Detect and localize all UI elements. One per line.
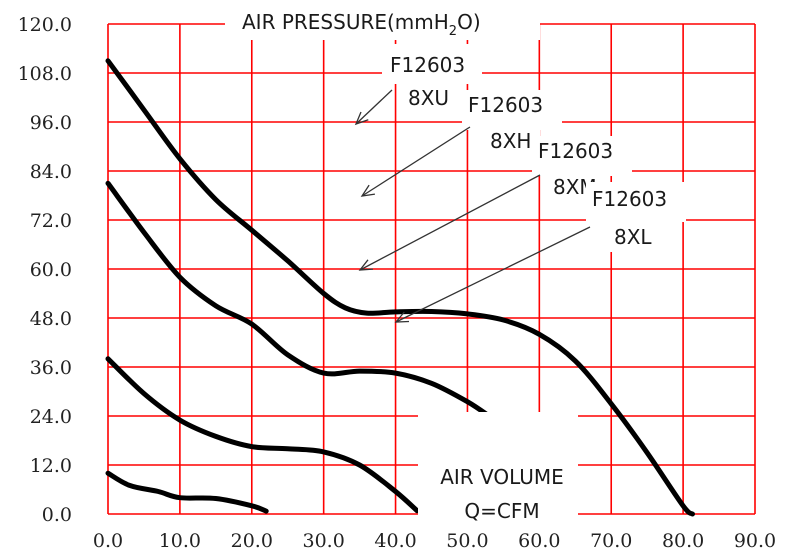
annotation-arrow-head — [358, 259, 374, 271]
annotation-background — [532, 136, 632, 176]
y-tick-label: 84.0 — [30, 161, 72, 183]
annotation-arrow-head — [354, 111, 369, 126]
x-tick-label: 50.0 — [446, 530, 488, 552]
chart-title-subscript: 2 — [449, 24, 457, 39]
annotation-series-2: F12603 8XH — [360, 90, 562, 197]
annotation-series-1: F12603 8XU — [354, 44, 482, 126]
x-axis-title-background — [418, 412, 578, 557]
y-tick-label: 120.0 — [18, 14, 72, 36]
chart-title-box: AIR PRESSURE(mmH2O) — [225, 2, 540, 40]
annotation-background — [586, 182, 686, 222]
x-tick-label: 30.0 — [303, 530, 345, 552]
chart-title-background — [225, 2, 540, 40]
y-tick-label: 12.0 — [30, 455, 72, 477]
x-tick-label: 70.0 — [590, 530, 632, 552]
annotation-arrow-line — [361, 126, 471, 197]
annotation-arrow-line — [355, 89, 393, 125]
annotation-arrow-line — [359, 174, 541, 271]
performance-curves — [105, 58, 695, 517]
curve-series-2 — [105, 180, 492, 419]
x-axis-title-box: AIR VOLUME Q=CFM — [418, 412, 578, 557]
tick-labels: 0.0 12.0 24.0 36.0 48.0 60.0 72.0 84.0 96.0 108.0… — [18, 14, 777, 552]
y-tick-label: 60.0 — [30, 259, 72, 281]
x-tick-label: 90.0 — [734, 530, 776, 552]
x-axis-title-line-1: AIR VOLUME — [440, 465, 564, 489]
annotation-background — [382, 44, 482, 84]
annotation-model-label: F12603 — [390, 53, 465, 77]
annotation-variant-label: 8XH — [490, 129, 531, 153]
curve-series-1 — [105, 58, 695, 517]
y-tick-label: 48.0 — [30, 308, 72, 330]
chart-title-tail: O) — [457, 10, 481, 34]
y-tick-label: 96.0 — [30, 112, 72, 134]
annotation-background — [402, 83, 458, 113]
y-tick-label: 108.0 — [18, 63, 72, 85]
chart-title: AIR PRESSURE(mmH2O) — [242, 10, 481, 39]
annotation-model-label: F12603 — [538, 139, 613, 163]
y-tick-label: 72.0 — [30, 210, 72, 232]
annotation-variant-label: 8XU — [408, 86, 449, 110]
x-axis-title-line-2: Q=CFM — [464, 499, 539, 523]
x-tick-label: 20.0 — [231, 530, 273, 552]
annotation-background — [462, 90, 562, 130]
annotation-background — [484, 126, 540, 156]
annotation-arrow-line — [395, 226, 591, 323]
curve-series-4 — [105, 470, 269, 514]
x-tick-label: 80.0 — [662, 530, 704, 552]
x-tick-label: 40.0 — [374, 530, 416, 552]
x-tick-label: 60.0 — [518, 530, 560, 552]
annotation-arrow-head — [360, 184, 375, 197]
annotation-background — [608, 222, 664, 252]
annotation-variant-label: 8XL — [614, 225, 652, 249]
annotation-arrow-head — [394, 311, 410, 323]
annotation-model-label: F12603 — [468, 93, 543, 117]
y-tick-label: 0.0 — [42, 504, 72, 526]
chart-title-main: AIR PRESSURE(mmH — [242, 10, 449, 34]
y-tick-label: 36.0 — [30, 357, 72, 379]
annotation-series-4: F12603 8XL — [394, 182, 686, 323]
x-tick-label: 10.0 — [159, 530, 201, 552]
annotation-model-label: F12603 — [592, 187, 667, 211]
y-tick-label: 24.0 — [30, 406, 72, 428]
x-tick-label: 0.0 — [93, 530, 123, 552]
curve-series-3 — [105, 356, 420, 514]
